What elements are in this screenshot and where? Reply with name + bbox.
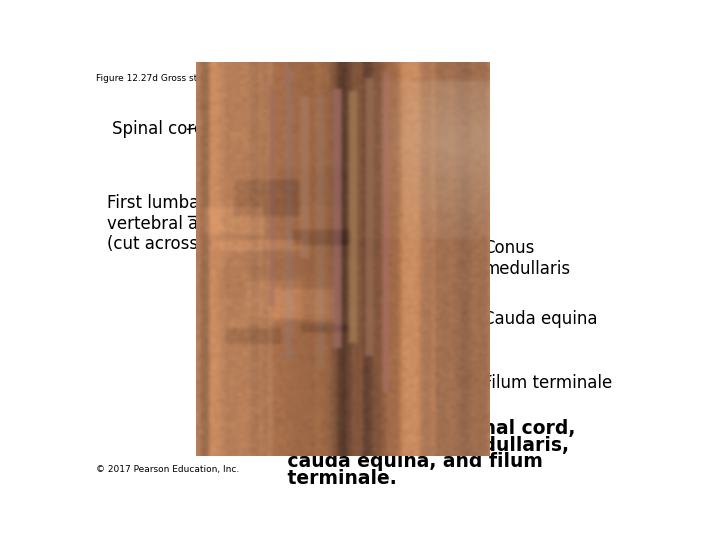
Text: © 2017 Pearson Education, Inc.: © 2017 Pearson Education, Inc. xyxy=(96,465,239,474)
Text: Figure 12.27d Gross structure of the spinal cord, dorsal view.: Figure 12.27d Gross structure of the spi… xyxy=(96,74,371,83)
Text: (d) Inferior end of spinal cord,: (d) Inferior end of spinal cord, xyxy=(255,419,575,438)
Text: cauda equina, and filum: cauda equina, and filum xyxy=(255,453,542,471)
Text: Cauda equina: Cauda equina xyxy=(483,310,598,328)
Text: Conus
medullaris: Conus medullaris xyxy=(483,239,570,278)
Bar xyxy=(242,113,469,416)
Text: showing conus medullaris,: showing conus medullaris, xyxy=(255,436,569,455)
Text: Filum terminale: Filum terminale xyxy=(483,374,613,392)
Text: Spinal cord: Spinal cord xyxy=(112,120,204,138)
Text: First lumbar
vertebral arch
(cut across): First lumbar vertebral arch (cut across) xyxy=(107,194,224,253)
Text: terminale.: terminale. xyxy=(255,469,396,488)
